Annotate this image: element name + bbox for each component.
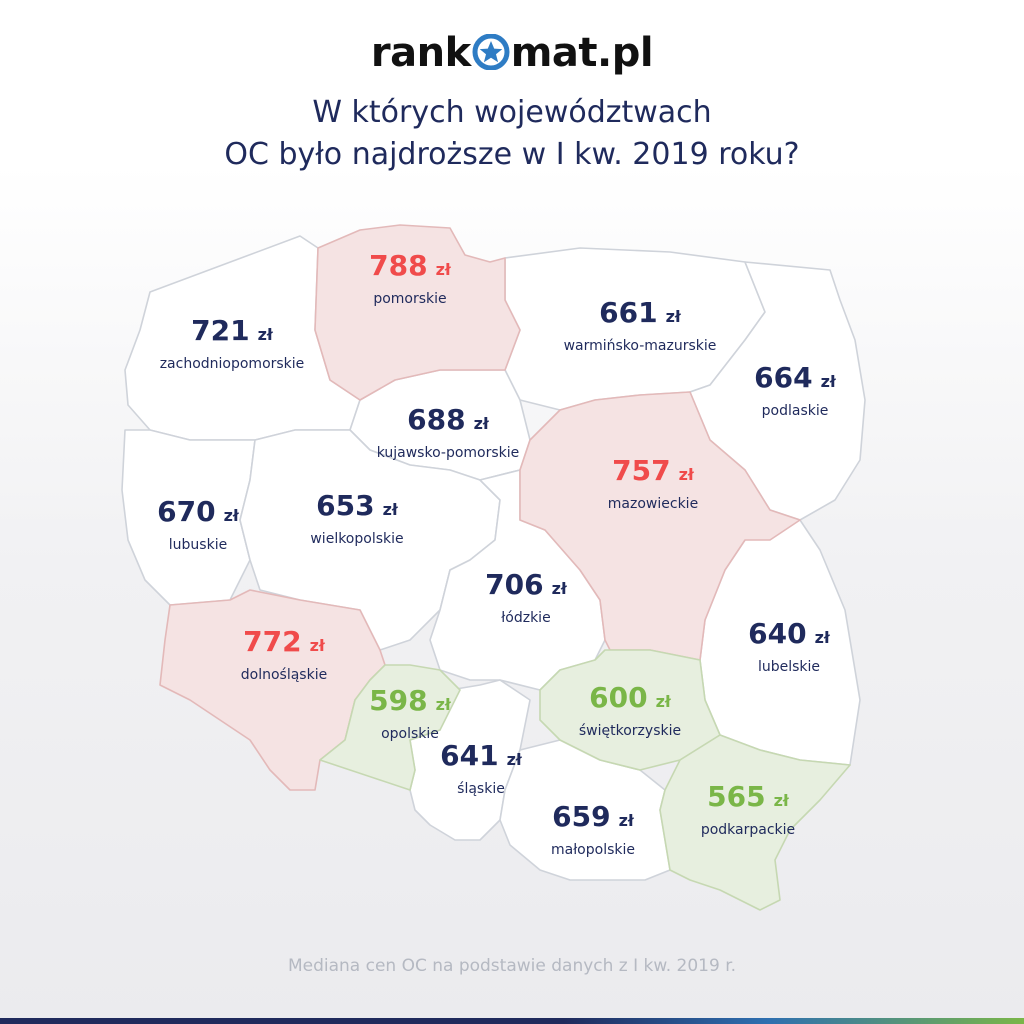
name-podlaskie: podlaskie: [762, 403, 829, 419]
value-podkarpackie: 565 zł: [707, 780, 790, 813]
star-in-circle-icon: [471, 33, 511, 71]
value-wielkopolskie: 653 zł: [316, 489, 399, 522]
region-shapes: [121, 224, 866, 911]
name-lubuskie: lubuskie: [169, 537, 227, 553]
value-swietokrzyskie: 600 zł: [589, 681, 672, 714]
name-pomorskie: pomorskie: [373, 291, 446, 307]
value-kujawsko-pomorskie: 688 zł: [407, 403, 490, 436]
name-warminsko-mazurskie: warmińsko-mazurskie: [564, 338, 717, 354]
name-lubelskie: lubelskie: [758, 659, 820, 675]
region-labels: 721 zł zachodniopomorskie 788 zł pomorskie 661…: [157, 249, 837, 858]
title-line-1: W których województwach: [312, 95, 712, 130]
footnote: Mediana cen OC na podstawie danych z I k…: [287, 956, 737, 976]
value-zachodniopomorskie: 721 zł: [191, 314, 274, 347]
name-swietokrzyskie: świętkorzyskie: [579, 723, 681, 739]
value-opolskie: 598 zł: [369, 684, 452, 717]
value-lubuskie: 670 zł: [157, 495, 240, 528]
value-pomorskie: 788 zł: [369, 249, 452, 282]
value-slaskie: 641 zł: [440, 739, 523, 772]
name-opolskie: opolskie: [381, 726, 439, 742]
value-warminsko-mazurskie: 661 zł: [599, 296, 682, 329]
region-mazowieckie: [519, 391, 801, 661]
title-line-2: OC było najdroższe w I kw. 2019 roku?: [224, 137, 800, 172]
bottom-gradient-bar: [0, 1018, 1024, 1024]
value-mazowieckie: 757 zł: [612, 454, 695, 487]
page-title: W których województwach OC było najdrożs…: [0, 92, 1024, 176]
region-pomorskie: [314, 224, 521, 401]
logo-text-right: mat.pl: [510, 30, 654, 76]
value-dolnoslaskie: 772 zł: [243, 625, 326, 658]
name-podkarpackie: podkarpackie: [701, 822, 795, 838]
name-slaskie: śląskie: [457, 781, 505, 797]
name-wielkopolskie: wielkopolskie: [310, 531, 403, 547]
value-lodzkie: 706 zł: [485, 568, 568, 601]
value-malopolskie: 659 zł: [552, 800, 635, 833]
region-podkarpackie: [659, 734, 851, 911]
logo-text-left: rank: [370, 30, 471, 76]
name-zachodniopomorskie: zachodniopomorskie: [160, 356, 305, 372]
name-lodzkie: łódzkie: [501, 610, 550, 626]
name-kujawsko-pomorskie: kujawsko-pomorskie: [377, 445, 520, 461]
name-malopolskie: małopolskie: [551, 842, 635, 858]
brand-logo: rank mat.pl: [0, 30, 1024, 76]
value-podlaskie: 664 zł: [754, 361, 837, 394]
name-dolnoslaskie: dolnośląskie: [241, 667, 327, 683]
name-mazowieckie: mazowieckie: [608, 496, 698, 512]
region-opolskie: [319, 664, 461, 791]
value-lubelskie: 640 zł: [748, 617, 831, 650]
